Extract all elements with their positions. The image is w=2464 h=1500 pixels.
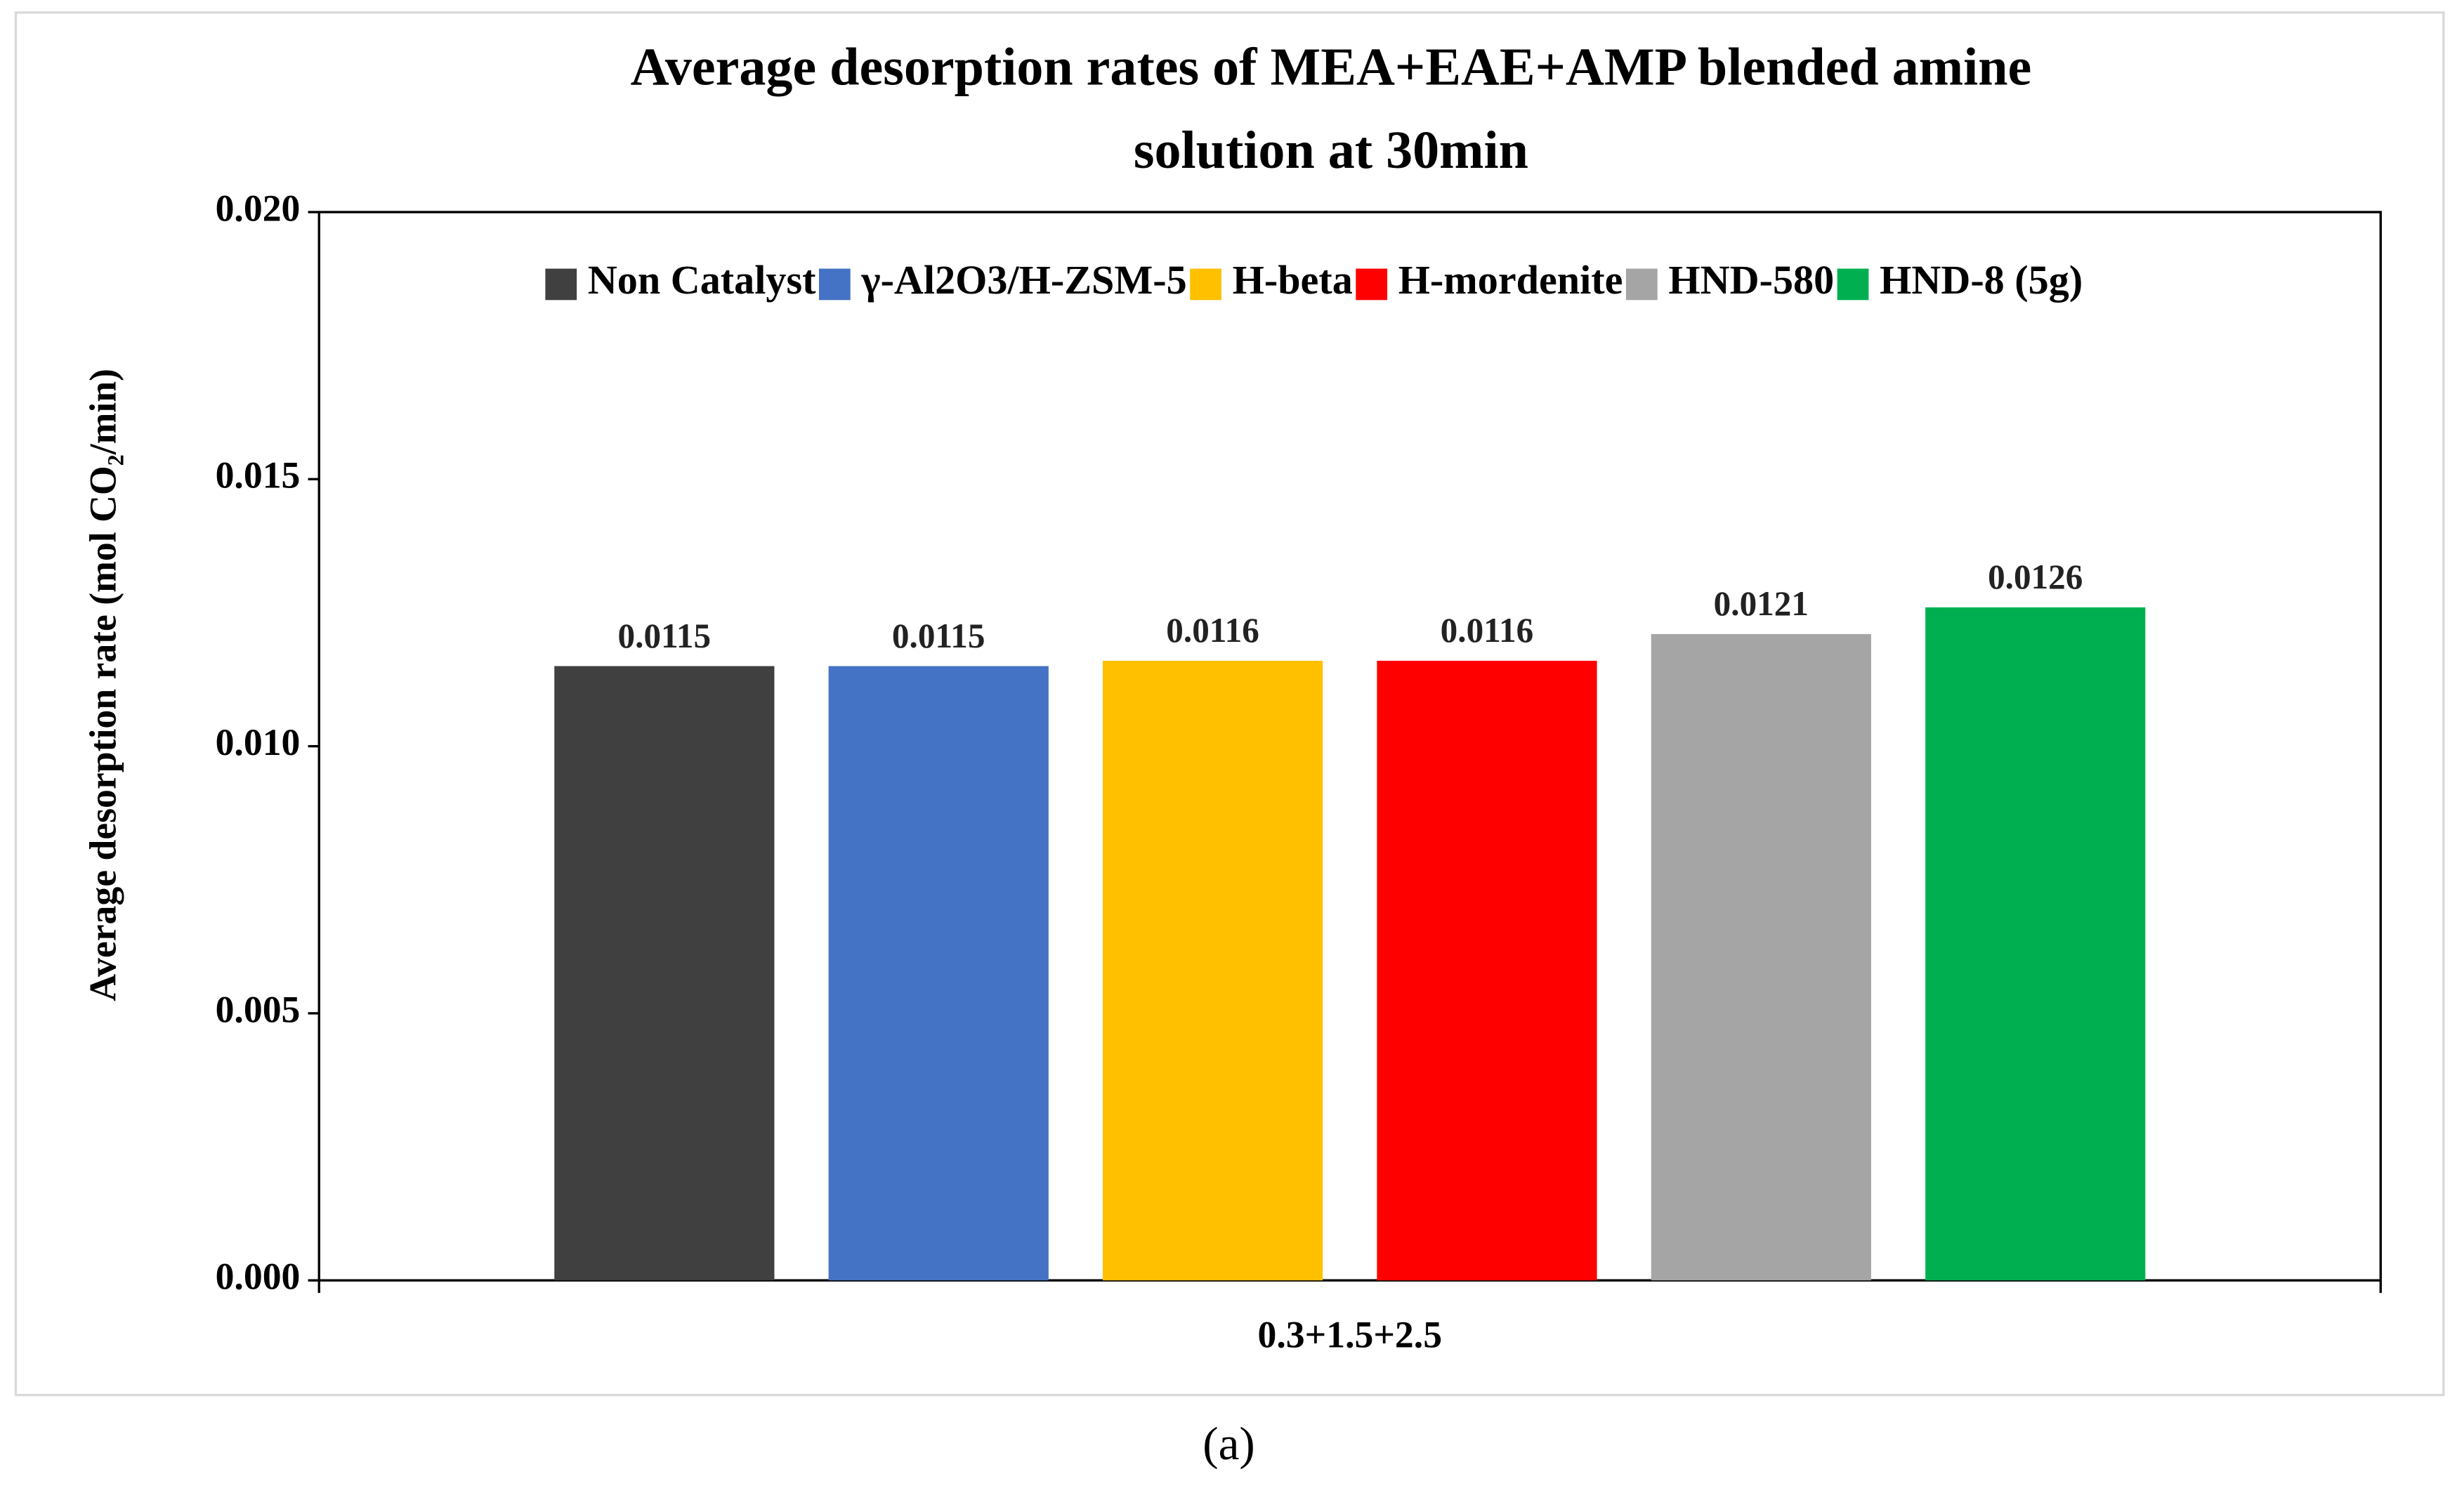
data-label: 0.0115 xyxy=(892,617,985,655)
legend-label: HND-8 (5g) xyxy=(1880,257,2083,303)
bar xyxy=(1102,660,1323,1281)
bar xyxy=(1651,633,1871,1281)
data-label: 0.0115 xyxy=(618,617,712,655)
legend-label: Non Catalyst xyxy=(588,257,816,303)
legend-swatch xyxy=(545,268,577,301)
legend-label: H-mordenite xyxy=(1398,257,1623,303)
y-tick-label: 0.005 xyxy=(216,988,301,1030)
legend-swatch xyxy=(818,268,851,301)
bar xyxy=(1377,660,1597,1281)
bar xyxy=(1925,607,2146,1281)
chart-title: solution at 30min xyxy=(1134,121,1528,180)
legend-label: HND-580 xyxy=(1668,257,1834,303)
y-tick-label: 0.015 xyxy=(216,454,301,496)
legend-swatch xyxy=(1190,268,1221,301)
y-tick-label: 0.020 xyxy=(216,187,301,229)
caption: (a) xyxy=(1202,1417,1254,1470)
legend-label: γ-Al2O3/H-ZSM-5 xyxy=(860,257,1186,303)
data-label: 0.0126 xyxy=(1988,558,2083,596)
data-label: 0.0121 xyxy=(1714,584,1809,623)
data-label: 0.0116 xyxy=(1166,611,1259,650)
legend-swatch xyxy=(1837,268,1869,301)
legend-swatch xyxy=(1356,268,1388,301)
y-axis-label: Average desorption rate (mol CO₂/min) xyxy=(82,369,124,1001)
bar xyxy=(828,666,1049,1281)
x-tick-label: 0.3+1.5+2.5 xyxy=(1258,1313,1443,1355)
chart-title: Average desorption rates of MEA+EAE+AMP … xyxy=(631,37,2032,96)
legend-label: H-beta xyxy=(1233,257,1353,303)
y-tick-label: 0.000 xyxy=(216,1256,301,1298)
bar xyxy=(554,666,775,1281)
data-label: 0.0116 xyxy=(1441,611,1534,650)
legend-swatch xyxy=(1625,268,1658,301)
y-tick-label: 0.010 xyxy=(216,721,301,763)
